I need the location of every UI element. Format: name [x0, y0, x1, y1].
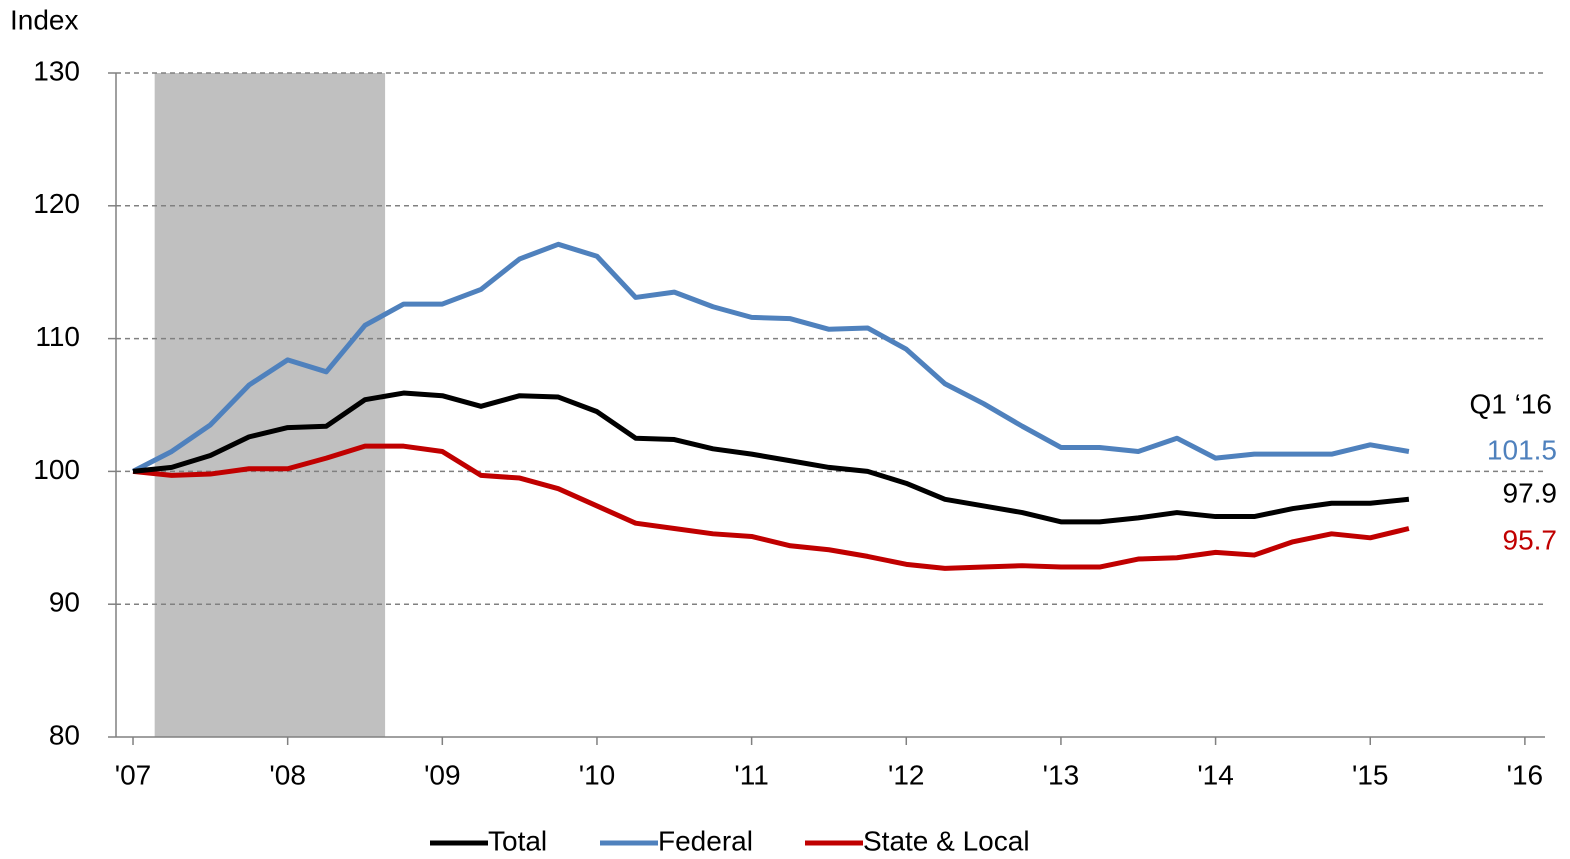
end-value-label: 97.9 [1503, 477, 1558, 508]
x-tick-label: '16 [1507, 759, 1544, 790]
y-axis-label: Index [10, 4, 79, 35]
x-tick-label: '11 [734, 759, 768, 790]
series-line [131, 241, 1410, 474]
recession-band [154, 73, 386, 737]
x-tick-label: '10 [579, 759, 616, 790]
x-tick-label: '14 [1197, 759, 1234, 790]
end-value-label: 95.7 [1503, 524, 1558, 555]
y-tick-label: 110 [35, 321, 80, 352]
annotation: Q1 ‘16 [1470, 388, 1553, 419]
x-tick-label: '09 [424, 759, 461, 790]
legend-label: Total [488, 825, 547, 856]
y-tick-label: 120 [33, 188, 80, 219]
legend-label: State & Local [863, 825, 1030, 856]
x-tick-label: '08 [269, 759, 306, 790]
x-tick-label: '15 [1352, 759, 1389, 790]
y-tick-label: 80 [49, 719, 80, 750]
x-tick-label: '13 [1043, 759, 1080, 790]
y-tick-label: 90 [49, 587, 80, 618]
x-tick-label: '12 [888, 759, 925, 790]
y-tick-label: 130 [33, 55, 80, 86]
x-tick-label: '07 [115, 759, 152, 790]
series-line [132, 390, 1410, 525]
y-tick-label: 100 [33, 454, 80, 485]
legend-label: Federal [658, 825, 753, 856]
series-line [132, 443, 1410, 571]
end-value-label: 101.5 [1487, 434, 1557, 465]
